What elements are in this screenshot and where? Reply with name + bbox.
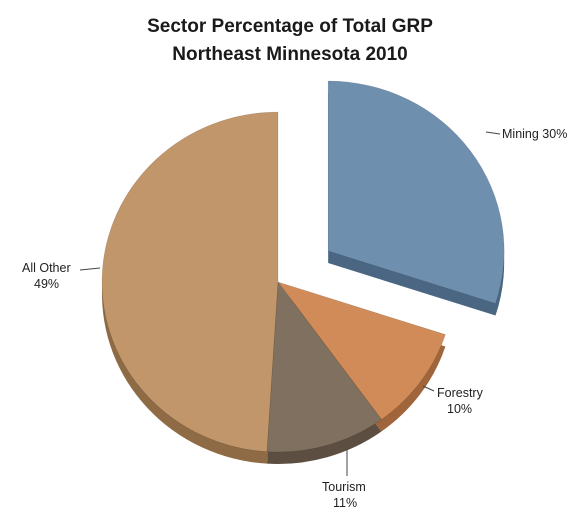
mining-label: Mining 30% bbox=[502, 127, 567, 141]
slice-tourism bbox=[266, 281, 382, 453]
forestry-label-value: 10% bbox=[447, 402, 472, 416]
forestry-label-name: Forestry bbox=[437, 386, 484, 400]
slice-all-other bbox=[101, 111, 279, 452]
mining-leader-line bbox=[485, 131, 501, 135]
chart-subtitle: Northeast Minnesota 2010 bbox=[172, 44, 407, 65]
pie-slices bbox=[101, 80, 505, 453]
all-other-leader-line bbox=[79, 267, 101, 271]
all-other-label-value: 49% bbox=[34, 277, 59, 291]
slice-forestry bbox=[277, 281, 446, 420]
forestry-leader-line bbox=[422, 385, 435, 392]
slice-mining bbox=[327, 80, 505, 304]
chart-title: Sector Percentage of Total GRP bbox=[147, 16, 433, 37]
all-other-label-name: All Other bbox=[22, 261, 71, 275]
tourism-label-value: 11% bbox=[333, 496, 357, 510]
tourism-label-name: Tourism bbox=[322, 480, 366, 494]
